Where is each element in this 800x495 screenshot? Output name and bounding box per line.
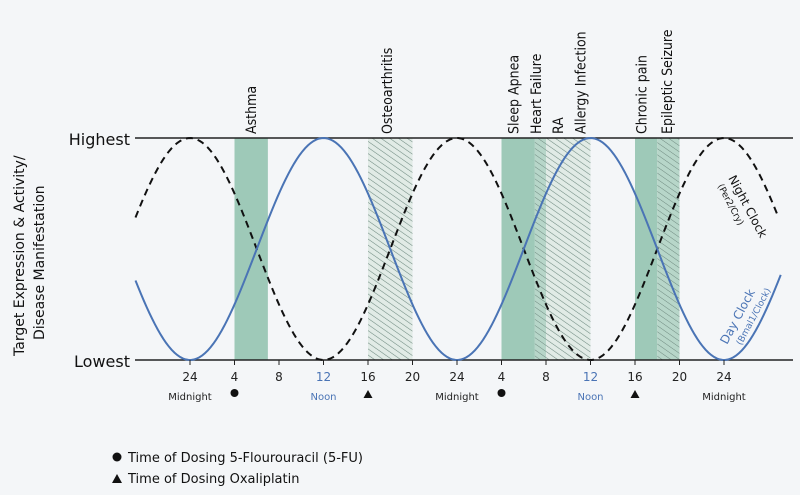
time-of-day-label: Midnight [435,392,479,403]
disease-band-3 [534,138,546,360]
disease-band-5 [635,138,658,360]
disease-band-0 [234,138,268,360]
legend-triangle-icon [112,474,122,483]
disease-band-2 [501,138,535,360]
y-axis-label-line2: Disease Manifestation [32,185,48,340]
disease-label: Epileptic Seizure [660,29,676,134]
x-tick-label: 16 [360,370,375,384]
day-clock-annotation: Day Clock (Bmal1/Clock) [717,287,773,347]
time-of-day-labels: Midnight Noon Midnight Noon Midnight [168,392,746,403]
night-clock-annotation: Night Clock (Per2/Cry) [715,173,770,240]
time-of-day-label: Noon [577,392,603,403]
x-tick-label: 16 [627,370,642,384]
time-of-day-label: Noon [310,392,336,403]
legend-5fu-text: Time of Dosing 5-Flourouracil (5-FU) [127,451,363,466]
x-tick-label: 24 [182,370,197,384]
disease-band-6 [657,138,680,360]
dose-marker-oxaliplatin-icon [630,390,640,398]
x-tick-label: 24 [716,370,731,384]
dose-marker-oxaliplatin-icon [363,390,373,398]
disease-band-4 [546,138,591,360]
y-axis-label-line1: Target Expression & Activity/ [12,155,28,357]
disease-label: Allergy Infection [573,31,589,134]
disease-labels: Asthma Osteoarthritis Sleep Apnea Heart Fai… [244,29,676,134]
disease-label: RA [551,117,567,134]
disease-label: Heart Failure [529,53,545,134]
x-tick-label: 8 [275,370,283,384]
time-of-day-label: Midnight [168,392,212,403]
x-tick-label: 4 [231,370,239,384]
time-of-day-label: Midnight [702,392,746,403]
x-tick-label: 20 [672,370,687,384]
y-lowest-label: Lowest [74,352,130,371]
disease-label: Chronic pain [635,55,651,134]
y-highest-label: Highest [69,130,130,149]
legend: Time of Dosing 5-Flourouracil (5-FU) Tim… [112,451,363,487]
night-clock-curve [134,137,779,361]
x-axis-ticks: 24 4 8 12 16 20 24 4 8 12 16 20 24 [182,360,732,384]
dose-marker-5fu-icon [230,389,239,397]
dose-markers [230,389,640,398]
dose-marker-5fu-icon [497,389,506,397]
x-tick-label: 4 [498,370,506,384]
x-tick-label: 24 [449,370,464,384]
legend-circle-icon [112,452,122,462]
x-tick-label: 20 [405,370,420,384]
disease-label: Osteoarthritis [380,48,396,134]
x-tick-label: 12 [316,370,331,384]
disease-label: Asthma [244,86,260,134]
disease-label: Sleep Apnea [507,55,523,134]
day-clock-curve [134,137,782,361]
legend-oxaliplatin-text: Time of Dosing Oxaliplatin [127,472,299,487]
disease-bands [234,138,680,360]
x-tick-label: 12 [583,370,598,384]
x-tick-label: 8 [542,370,550,384]
